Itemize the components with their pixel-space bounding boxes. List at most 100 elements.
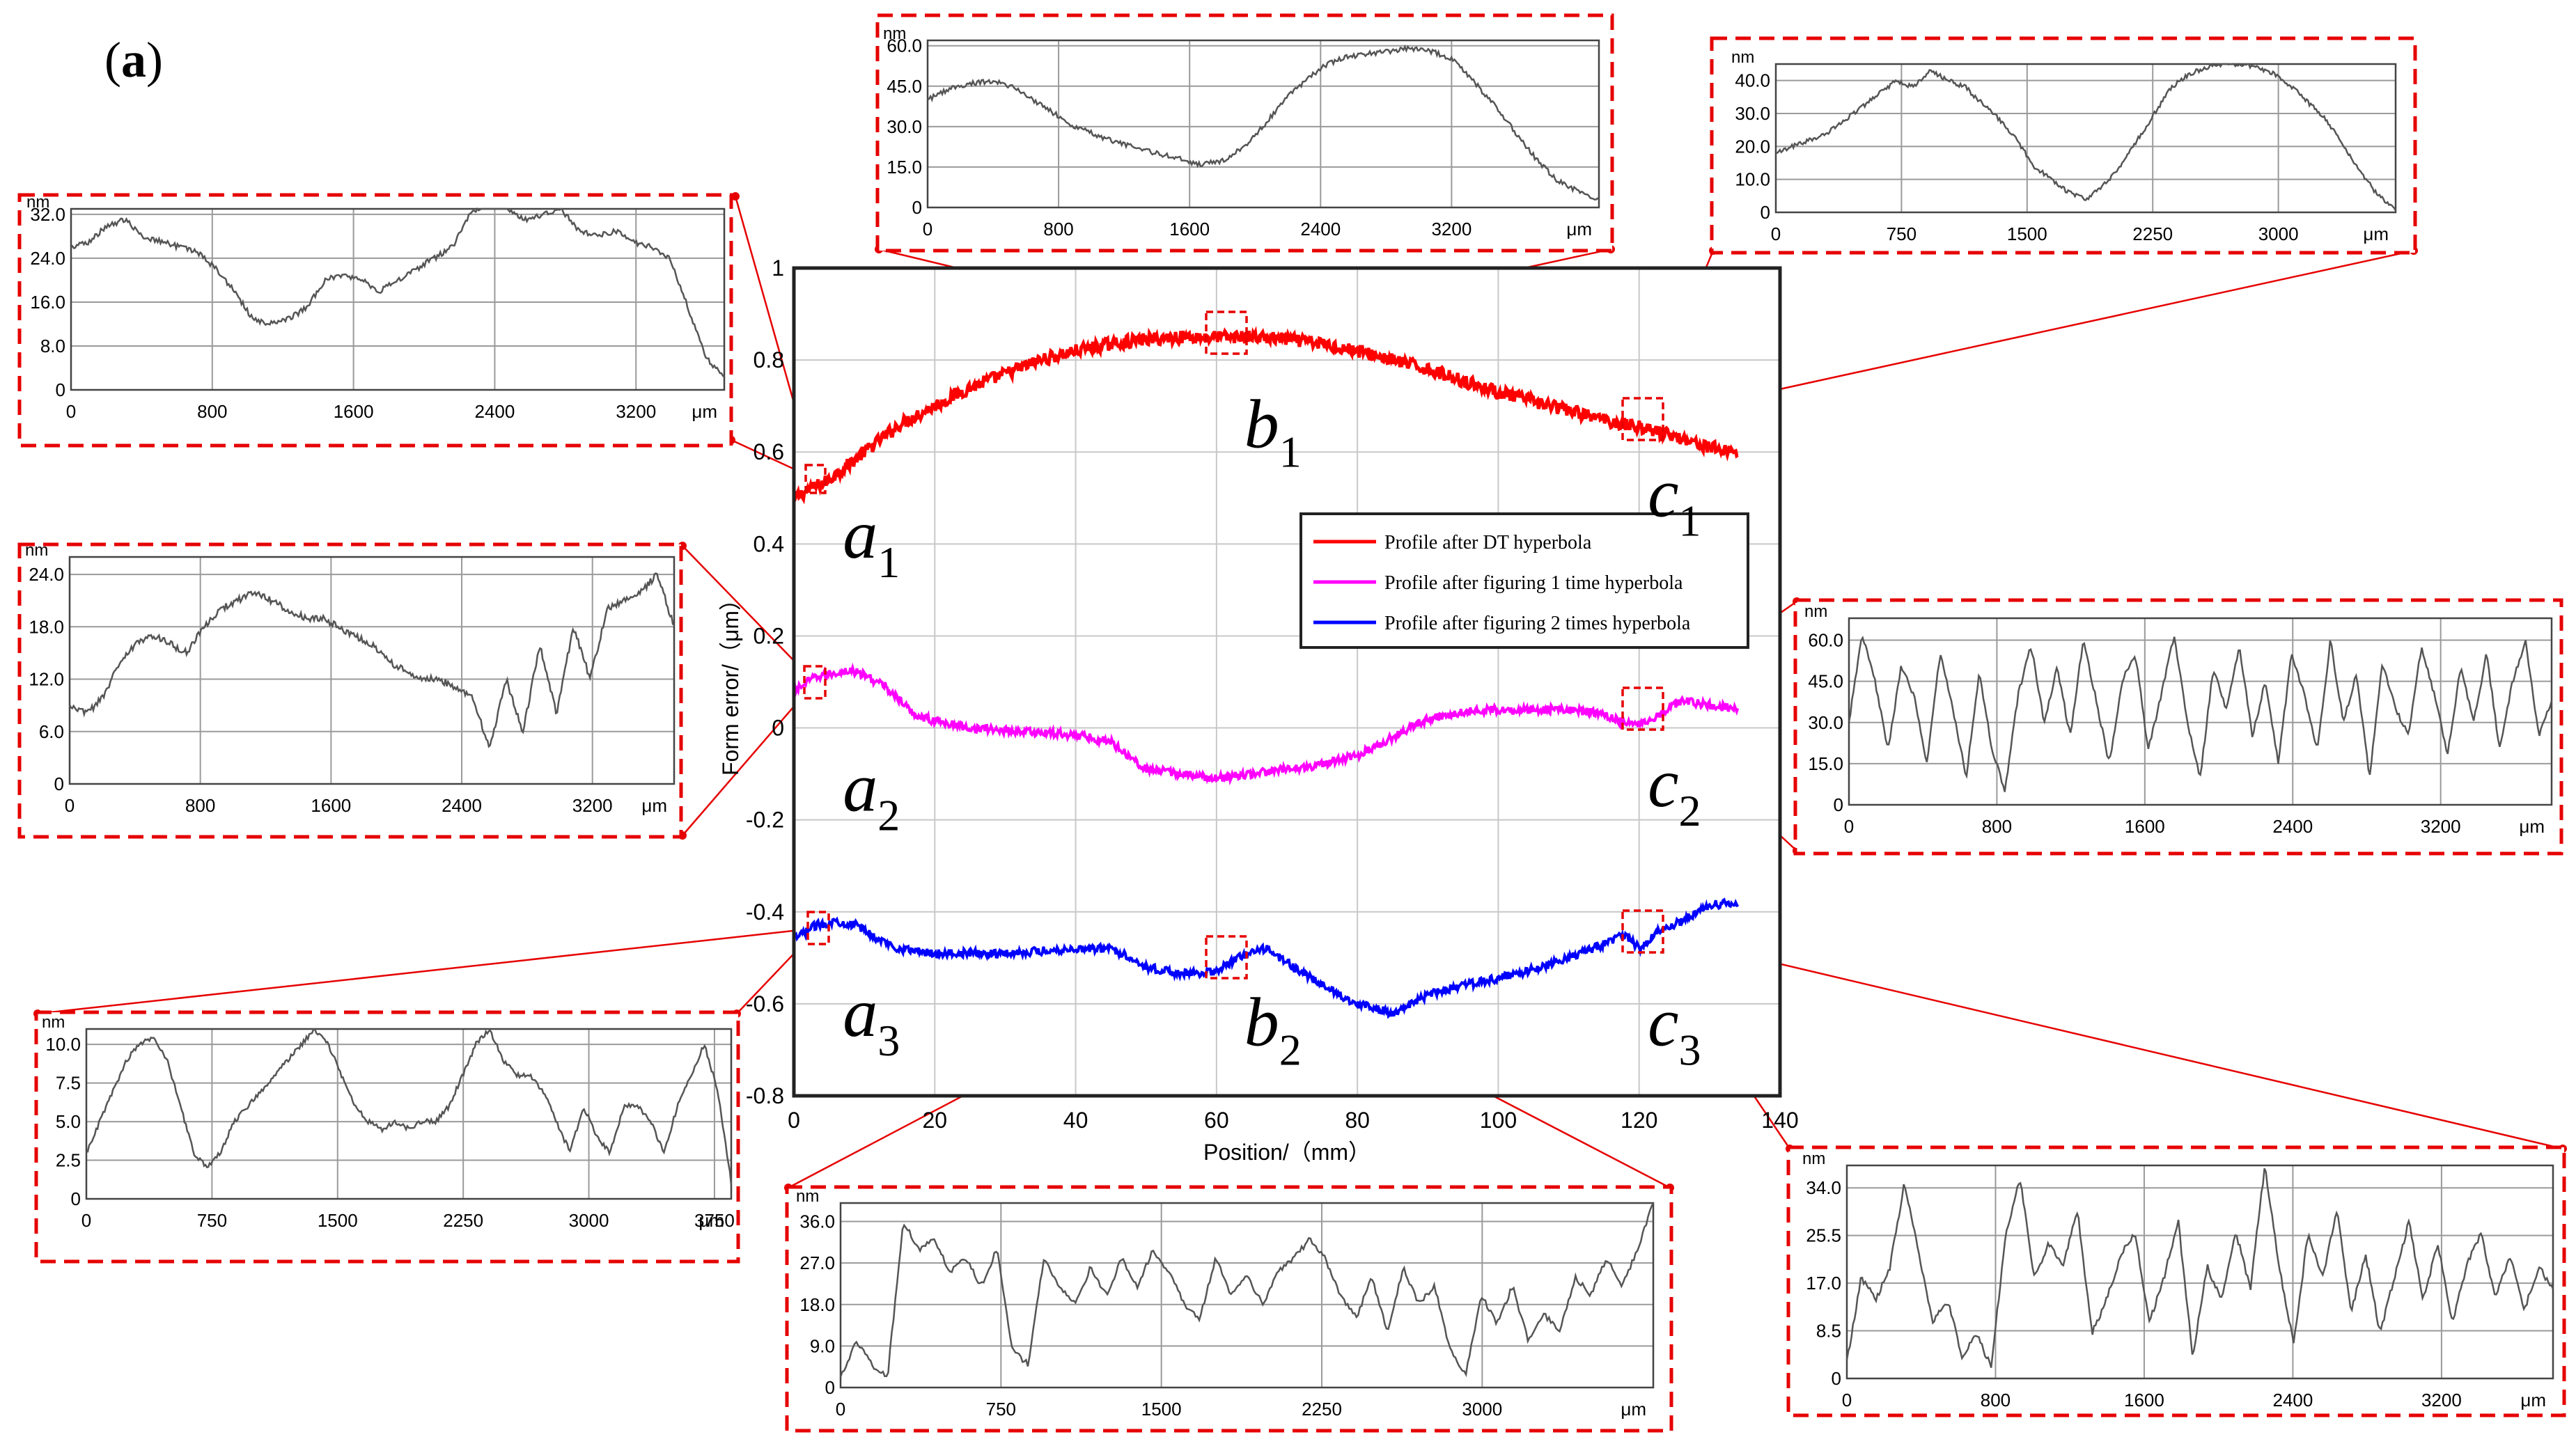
- main-x-tick-label: 60: [1204, 1108, 1229, 1133]
- inset-y-tick-label: 10.0: [45, 1034, 81, 1055]
- region-label-c3: c3: [1648, 983, 1701, 1074]
- inset-y-tick-label: 32.0: [30, 204, 65, 225]
- inset-x-tick-label: 3000: [569, 1210, 609, 1231]
- inset-y-tick-label: 12.0: [29, 669, 64, 690]
- inset-y-unit: nm: [1731, 48, 1754, 67]
- inset-plot-frame: [926, 39, 1600, 209]
- main-y-tick-label: -0.8: [746, 1083, 784, 1108]
- inset-x-tick-label: 2250: [2132, 223, 2173, 244]
- inset-c3: 0 8.5 17.0 25.5 34.0 0 800 1600 2400 3200 nm μm: [1786, 1145, 2566, 1417]
- inset-x-tick-label: 0: [81, 1210, 91, 1231]
- inset-y-tick-label: 30.0: [1735, 103, 1770, 124]
- inset-y-tick-label: 18.0: [29, 616, 64, 637]
- inset-y-unit: nm: [42, 1013, 65, 1032]
- main-chart: 0 20 40 60 80 100 120 140 -0.8 -0.6 -0.4 -0.2 0 0.2 0.…: [718, 256, 1799, 1165]
- inset-y-tick-label: 8.5: [1816, 1321, 1841, 1342]
- panel-label: (a): [104, 32, 163, 88]
- inset-dashed-border: [1710, 36, 2417, 255]
- inset-x-tick-label: 800: [1043, 219, 1073, 239]
- callout-line-a3: [37, 927, 819, 1015]
- main-y-tick-label: 0: [772, 716, 784, 741]
- inset-y-tick-label: 30.0: [887, 116, 922, 137]
- inset-x-tick-label: 0: [66, 401, 76, 422]
- inset-plot-frame: [70, 207, 726, 391]
- inset-b1: 0 15.0 30.0 45.0 60.0 0 800 1600 2400 3200 nm μm: [875, 13, 1614, 253]
- region-marker-b2: [1205, 935, 1248, 980]
- main-plot-frame: [792, 266, 1782, 1098]
- inset-x-tick-label: 2400: [475, 401, 515, 422]
- inset-dashed-border: [17, 542, 683, 839]
- inset-x-tick-label: 0: [836, 1399, 845, 1420]
- region-label-subscript: 3: [1678, 1025, 1701, 1074]
- region-marker-c3: [1621, 909, 1664, 954]
- inset-x-tick-label: 2250: [1302, 1399, 1342, 1420]
- main-x-tick-label: 20: [922, 1108, 947, 1133]
- main-plot-area: [794, 268, 1780, 1096]
- region-marker-c1: [1621, 397, 1664, 441]
- main-y-tick-label: -0.4: [746, 899, 784, 925]
- inset-profile-line: [86, 1028, 733, 1186]
- region-label-subscript: 2: [877, 790, 900, 840]
- inset-y-tick-label: 17.0: [1806, 1273, 1841, 1294]
- inset-y-tick-label: 40.0: [1735, 70, 1770, 91]
- inset-x-tick-label: 2400: [1300, 219, 1341, 239]
- region-marker-c2: [1621, 686, 1664, 731]
- main-y-tick-label: -0.6: [746, 991, 784, 1016]
- region-label-a2: a2: [843, 748, 900, 840]
- inset-a2: 0 6.0 12.0 18.0 24.0 0 800 1600 2400 3200 nm μm: [17, 541, 683, 839]
- inset-profile-line: [927, 44, 1600, 201]
- inset-dashed-border: [785, 1185, 1673, 1433]
- inset-plot-frame: [85, 1028, 733, 1200]
- inset-profile-line: [1775, 62, 2397, 211]
- main-y-tick-label: -0.2: [746, 808, 784, 833]
- main-y-tick-label: 0.6: [754, 439, 784, 464]
- inset-plot-frame: [1774, 63, 2397, 214]
- panel-label-letter: a: [121, 32, 146, 88]
- series-line-3: [793, 897, 1740, 1019]
- inset-x-tick-label: 800: [185, 795, 215, 816]
- inset-x-tick-label: 3200: [1431, 219, 1472, 239]
- inset-x-unit: μm: [698, 1210, 724, 1231]
- inset-x-tick-label: 2250: [443, 1210, 483, 1231]
- inset-y-tick-label: 0: [1834, 794, 1843, 815]
- inset-y-tick-label: 0: [56, 379, 65, 400]
- inset-x-unit: μm: [2363, 223, 2389, 244]
- inset-y-unit: nm: [1804, 602, 1827, 621]
- inset-x-unit: μm: [2520, 1390, 2546, 1410]
- legend-entry: Profile after DT hyperbola: [1384, 532, 1592, 553]
- inset-y-tick-label: 45.0: [1808, 671, 1843, 692]
- region-label-subscript: 1: [1678, 496, 1701, 546]
- inset-x-tick-label: 800: [1981, 1390, 2011, 1410]
- inset-y-tick-label: 45.0: [887, 76, 922, 97]
- inset-profile-line: [70, 207, 725, 378]
- inset-x-tick-label: 1600: [1169, 219, 1210, 239]
- inset-y-tick-label: 0: [1832, 1368, 1841, 1389]
- inset-y-tick-label: 60.0: [1808, 630, 1843, 651]
- main-x-tick-label: 0: [788, 1108, 800, 1133]
- inset-y-tick-label: 60.0: [887, 36, 922, 56]
- inset-y-unit: nm: [26, 193, 49, 212]
- inset-x-tick-label: 3200: [2421, 816, 2461, 837]
- inset-dashed-border: [875, 13, 1614, 253]
- main-y-tick-label: 0.4: [754, 531, 784, 556]
- panel-label-close: ): [146, 32, 163, 88]
- main-y-axis-label: Form error/（μm）: [718, 588, 743, 776]
- inset-y-unit: nm: [25, 541, 48, 560]
- inset-x-tick-label: 3200: [616, 401, 656, 422]
- main-y-tick-label: 0.8: [754, 347, 784, 372]
- inset-y-tick-label: 24.0: [29, 564, 64, 585]
- inset-plot-frame: [839, 1202, 1655, 1389]
- inset-y-tick-label: 9.0: [810, 1335, 835, 1356]
- inset-charts: 08.016.024.032.00 800 1600 2400 3200nmμm015.…: [17, 13, 2566, 1433]
- main-x-tick-label: 140: [1761, 1108, 1798, 1133]
- main-x-axis-label: Position/（mm）: [1203, 1140, 1371, 1165]
- inset-x-tick-label: 0: [1771, 223, 1781, 244]
- inset-x-tick-label: 0: [65, 795, 75, 816]
- inset-y-unit: nm: [883, 24, 906, 43]
- region-label-subscript: 1: [877, 537, 900, 587]
- region-label-subscript: 1: [1279, 427, 1302, 477]
- inset-x-tick-label: 800: [197, 401, 227, 422]
- inset-y-tick-label: 10.0: [1735, 169, 1770, 190]
- region-marker-a1: [804, 464, 827, 494]
